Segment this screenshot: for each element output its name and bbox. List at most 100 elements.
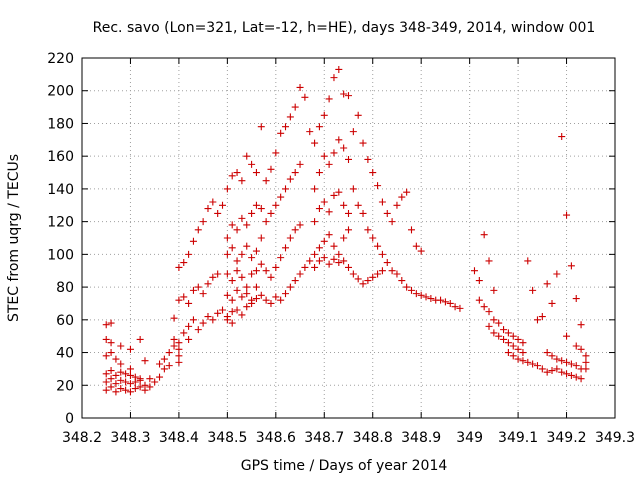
data-point: [136, 383, 144, 391]
data-point: [582, 365, 590, 373]
data-point: [291, 277, 299, 285]
data-point: [223, 270, 231, 278]
data-point: [311, 139, 319, 147]
data-point: [582, 352, 590, 360]
data-point: [248, 270, 256, 278]
data-point: [311, 263, 319, 271]
data-point: [567, 262, 575, 270]
data-point: [252, 201, 260, 209]
data-point: [393, 201, 401, 209]
data-point: [480, 231, 488, 239]
data-point: [102, 335, 110, 343]
data-point: [315, 169, 323, 177]
data-point: [427, 295, 435, 303]
data-point: [330, 191, 338, 199]
data-point: [238, 214, 246, 222]
data-point: [509, 332, 517, 340]
data-points: [102, 65, 590, 396]
data-point: [252, 169, 260, 177]
data-point: [257, 123, 265, 131]
data-point: [311, 185, 319, 193]
data-point: [214, 309, 222, 317]
data-point: [146, 383, 154, 391]
data-point: [291, 226, 299, 234]
y-tick-label: 100: [47, 247, 74, 263]
data-point: [504, 329, 512, 337]
data-point: [102, 378, 110, 386]
data-point: [223, 234, 231, 242]
data-point: [126, 345, 134, 353]
x-tick-label: 348.9: [401, 430, 441, 446]
data-point: [209, 198, 217, 206]
data-point: [422, 293, 430, 301]
data-point: [325, 208, 333, 216]
data-point: [388, 267, 396, 275]
data-point: [228, 221, 236, 229]
axis-ticks: [81, 57, 616, 419]
data-point: [548, 367, 556, 375]
data-point: [563, 332, 571, 340]
data-point: [529, 360, 537, 368]
data-point: [519, 339, 527, 347]
data-point: [185, 335, 193, 343]
data-point: [194, 226, 202, 234]
data-point: [156, 373, 164, 381]
data-point: [141, 357, 149, 365]
data-point: [165, 362, 173, 370]
data-point: [117, 360, 125, 368]
data-point: [514, 345, 522, 353]
data-point: [267, 209, 275, 217]
data-point: [374, 242, 382, 250]
data-point: [369, 273, 377, 281]
data-point: [107, 367, 115, 375]
data-point: [533, 362, 541, 370]
data-point: [282, 123, 290, 131]
data-point: [340, 144, 348, 152]
data-point: [185, 250, 193, 258]
data-point: [189, 237, 197, 245]
data-point: [325, 160, 333, 168]
data-point: [160, 365, 168, 373]
data-point: [228, 308, 236, 316]
data-point: [485, 322, 493, 330]
chart-title: Rec. savo (Lon=321, Lat=-12, h=HE), days…: [93, 20, 596, 36]
data-point: [262, 218, 270, 226]
data-point: [102, 370, 110, 378]
data-point: [364, 277, 372, 285]
data-point: [175, 296, 183, 304]
data-point: [543, 368, 551, 376]
data-point: [219, 306, 227, 314]
data-point: [417, 247, 425, 255]
data-point: [199, 290, 207, 298]
data-point: [345, 263, 352, 271]
data-point: [553, 270, 561, 278]
data-point: [112, 355, 120, 363]
data-point: [291, 103, 299, 111]
data-point: [388, 218, 396, 226]
x-tick-label: 349.2: [546, 430, 586, 446]
y-tick-labels: 0 20 40 60 80 100 120 140 160 180 200 220: [47, 51, 74, 427]
data-point: [272, 293, 280, 301]
data-point: [243, 242, 251, 250]
data-point: [238, 250, 246, 258]
data-point: [403, 283, 411, 291]
data-point: [330, 242, 338, 250]
data-point: [325, 260, 333, 268]
data-point: [335, 65, 343, 73]
data-point: [451, 303, 459, 311]
data-point: [223, 250, 231, 258]
data-point: [393, 270, 401, 278]
data-point: [548, 299, 556, 307]
data-point: [282, 185, 290, 193]
data-point: [320, 111, 328, 119]
data-point: [277, 193, 285, 201]
x-axis-label: GPS time / Days of year 2014: [241, 458, 448, 474]
data-point: [470, 267, 478, 275]
data-point: [291, 169, 299, 177]
data-point: [412, 290, 420, 298]
data-point: [180, 293, 188, 301]
data-point: [267, 273, 275, 281]
data-point: [374, 182, 382, 190]
data-point: [340, 201, 348, 209]
